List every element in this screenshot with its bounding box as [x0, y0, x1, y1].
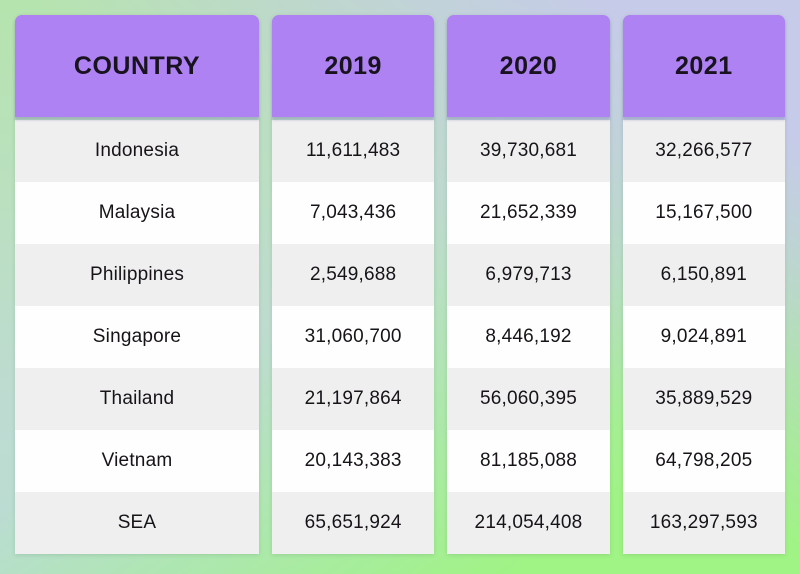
column-country: COUNTRY Indonesia Malaysia Philippines Sing…	[15, 15, 259, 554]
value-cell: 81,185,088	[447, 430, 610, 492]
value-cell: 32,266,577	[622, 120, 785, 182]
data-table: COUNTRY Indonesia Malaysia Philippines Sing…	[15, 15, 785, 554]
country-cell: Indonesia	[15, 120, 259, 182]
column-2021: 2021 32,266,577 15,167,500 6,150,891 9,024,…	[622, 15, 785, 554]
country-cell: Philippines	[15, 244, 259, 306]
value-cell: 7,043,436	[272, 182, 435, 244]
column-2020: 2020 39,730,681 21,652,339 6,979,713 8,446,…	[447, 15, 610, 554]
column-2019: 2019 11,611,483 7,043,436 2,549,688 31,060,…	[272, 15, 435, 554]
value-cell: 39,730,681	[447, 120, 610, 182]
value-cell: 64,798,205	[622, 430, 785, 492]
value-cell: 21,652,339	[447, 182, 610, 244]
country-cell: Thailand	[15, 368, 259, 430]
country-cell: Vietnam	[15, 430, 259, 492]
value-cell: 65,651,924	[272, 492, 435, 554]
value-cell: 2,549,688	[272, 244, 435, 306]
value-cell: 214,054,408	[447, 492, 610, 554]
value-cell: 163,297,593	[622, 492, 785, 554]
value-cell: 9,024,891	[622, 306, 785, 368]
header-country: COUNTRY	[15, 15, 259, 117]
header-2020: 2020	[447, 15, 610, 117]
country-cell: Singapore	[15, 306, 259, 368]
value-cell: 56,060,395	[447, 368, 610, 430]
value-cell: 35,889,529	[622, 368, 785, 430]
value-cell: 11,611,483	[272, 120, 435, 182]
value-cell: 21,197,864	[272, 368, 435, 430]
value-cell: 15,167,500	[622, 182, 785, 244]
value-cell: 8,446,192	[447, 306, 610, 368]
header-2019: 2019	[272, 15, 435, 117]
header-2021: 2021	[622, 15, 785, 117]
country-cell: Malaysia	[15, 182, 259, 244]
country-cell: SEA	[15, 492, 259, 554]
value-cell: 20,143,383	[272, 430, 435, 492]
value-cell: 6,979,713	[447, 244, 610, 306]
value-cell: 6,150,891	[622, 244, 785, 306]
value-cell: 31,060,700	[272, 306, 435, 368]
